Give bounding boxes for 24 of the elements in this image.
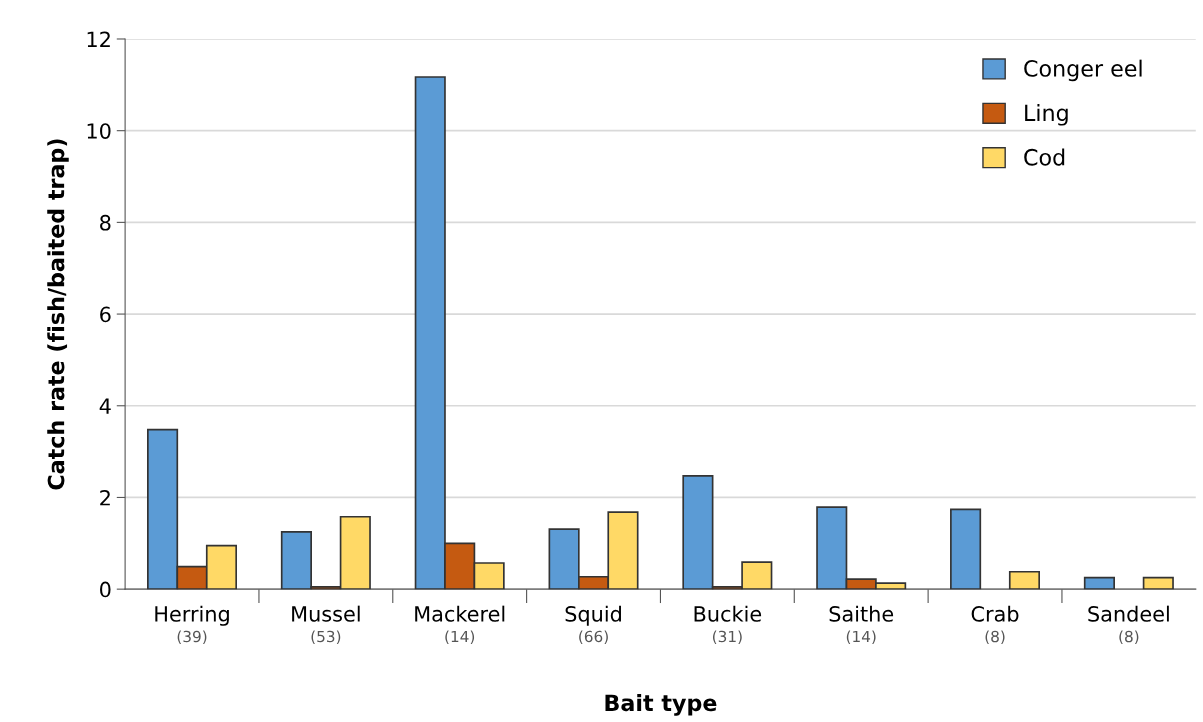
x-tick-label: Buckie (31) (694, 605, 762, 645)
y-axis-title: Catch rate (fish/baited trap) (47, 139, 69, 490)
legend-label: Ling (1025, 104, 1068, 126)
x-tick-label: Sandeel (8) (1088, 605, 1169, 645)
y-tick-label: 2 (100, 489, 110, 506)
bar (1142, 576, 1174, 590)
y-tick-label: 12 (87, 31, 110, 47)
bar (950, 508, 982, 590)
legend-label: Conger eel (1024, 59, 1142, 82)
x-tick-label: Crab (8) (971, 605, 1019, 645)
y-tick-label: 4 (99, 398, 111, 414)
bar (1008, 570, 1041, 590)
x-tick-label: Mackerel (14) (415, 605, 505, 645)
x-tick-label: Mussel (53) (292, 605, 360, 645)
bar (1083, 576, 1115, 590)
x-tick-label: Saithe (14) (829, 605, 894, 645)
y-tick-label: 6 (100, 306, 111, 323)
x-axis-title: Bait type (605, 694, 717, 716)
legend-label: Cod (1024, 148, 1065, 166)
y-tick-label: 0 (100, 581, 111, 598)
x-tick-label: Herring (39) (155, 605, 229, 645)
x-tick-label: Squid (66) (565, 605, 621, 645)
y-tick-label: 10 (87, 123, 111, 139)
y-tick-label: 8 (100, 214, 111, 231)
